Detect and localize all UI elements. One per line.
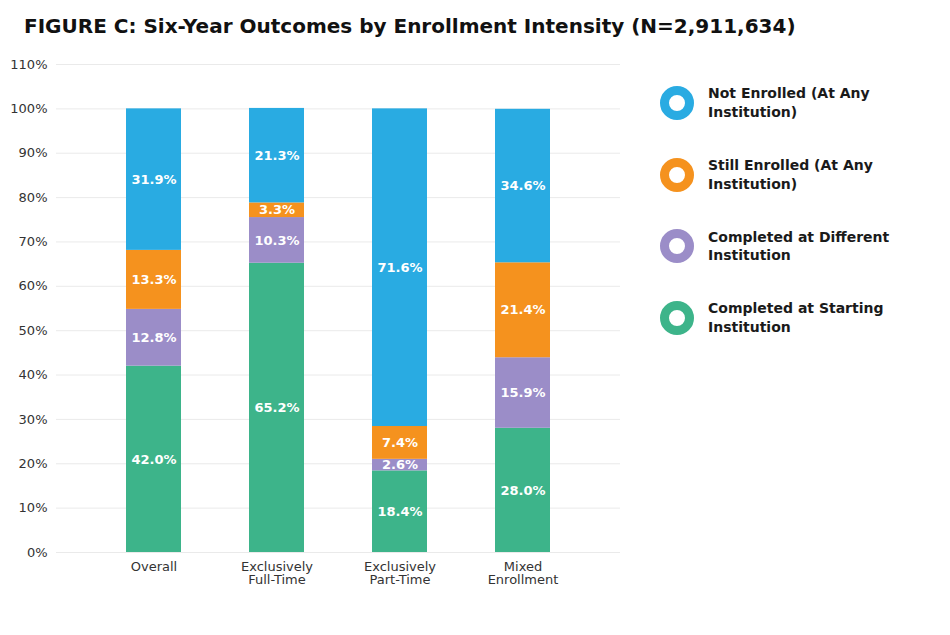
svg-text:12.8%: 12.8% [131, 330, 176, 345]
svg-text:90%: 90% [19, 145, 48, 160]
svg-text:2.6%: 2.6% [382, 457, 418, 472]
svg-text:71.6%: 71.6% [377, 260, 422, 275]
svg-text:28.0%: 28.0% [500, 483, 545, 498]
svg-text:65.2%: 65.2% [254, 400, 299, 415]
html-text:Not Enrolled (At Any Instituti: Not Enrolled (At Any Institution) [708, 85, 870, 120]
svg-text:18.4%: 18.4% [377, 504, 422, 519]
svg-text:21.4%: 21.4% [500, 302, 545, 317]
svg-text:7.4%: 7.4% [382, 435, 418, 450]
svg-text:MixedEnrollment: MixedEnrollment [488, 559, 559, 587]
svg-text:0%: 0% [27, 545, 48, 560]
svg-text:30%: 30% [19, 412, 48, 427]
svg-text:13.3%: 13.3% [131, 272, 176, 287]
svg-text:80%: 80% [19, 190, 48, 205]
svg-text:34.6%: 34.6% [500, 178, 545, 193]
svg-text:ExclusivelyPart-Time: ExclusivelyPart-Time [364, 559, 436, 587]
svg-text:70%: 70% [19, 234, 48, 249]
svg-text:3.3%: 3.3% [259, 202, 295, 217]
svg-text:100%: 100% [10, 101, 47, 116]
svg-text:20%: 20% [19, 456, 48, 471]
svg-text:42.0%: 42.0% [131, 451, 176, 466]
svg-text:31.9%: 31.9% [131, 172, 176, 187]
svg-text:21.3%: 21.3% [254, 148, 299, 163]
html-text:Completed at Different Institu: Completed at Different Institution [708, 228, 890, 264]
svg-text:110%: 110% [10, 57, 47, 72]
svg-text:15.9%: 15.9% [500, 385, 545, 400]
svg-text:40%: 40% [19, 367, 48, 382]
svg-text:10%: 10% [19, 500, 48, 515]
svg-text:ExclusivelyFull-Time: ExclusivelyFull-Time [241, 559, 313, 587]
svg-text:50%: 50% [19, 323, 48, 338]
svg-text:10.3%: 10.3% [254, 233, 299, 248]
html-text:Still Enrolled (At Any Institu: Still Enrolled (At Any Institution) [708, 156, 873, 192]
svg-text:60%: 60% [19, 278, 48, 293]
svg-text:Overall: Overall [131, 559, 177, 574]
html-text:Completed at Starting Institut: Completed at Starting Institution [708, 300, 884, 336]
html-text:FIGURE C: Six-Year Outcomes by: FIGURE C: Six-Year Outcomes by Enrollmen… [24, 14, 796, 38]
